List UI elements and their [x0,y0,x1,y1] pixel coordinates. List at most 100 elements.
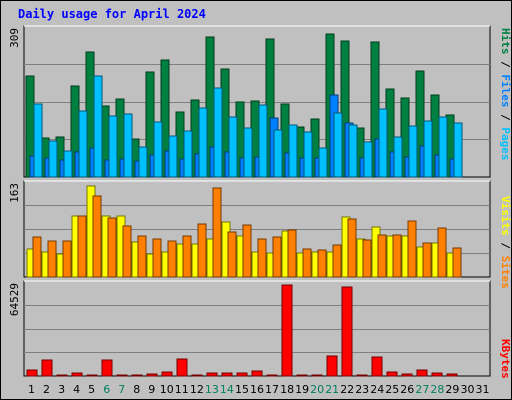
pages-bar: Pages 7: 132 [123,113,133,178]
sites-bar: Sites 8: 72 [137,235,147,278]
kbytes-bar: KBytes 7: 600 [116,374,128,377]
pages-bar: Pages 11: 96 [183,130,193,178]
sites-bar: Sites 10: 64 [167,240,177,278]
x-tick-label: 6 [103,383,110,396]
kbytes-bar: KBytes 1: 4200 [26,369,38,377]
legend-separator: / [499,55,512,75]
kbytes-bar: KBytes 13: 2200 [206,372,218,377]
kbytes-bar: KBytes 4: 2200 [71,372,83,377]
x-axis-labels: 1 2 3 4 5 6 7 8 9 10 11 12 13 14 15 16 17 18 19 20 21 22 23 24 2… [28,383,490,396]
pages-bar: Pages 12: 144 [198,107,208,178]
x-tick-label: 4 [73,383,80,396]
sites-bar: Sites 21: 56 [332,244,342,278]
kbytes-bar: KBytes 10: 3000 [161,371,173,377]
sites-bar: Sites 26: 100 [407,220,417,278]
pages-bar: Pages 13: 188 [213,87,223,178]
legend-item-kbytes: KBytes [499,339,512,379]
kbytes-bar: KBytes 6: 11000 [101,359,113,377]
sites-bar: Sites 14: 80 [227,231,237,278]
sites-bar: Sites 20: 48 [317,249,327,278]
kbytes-bar: KBytes 21: 14200 [326,355,338,377]
x-tick-label: 15 [235,383,249,396]
kbytes-bar: KBytes 12: 600 [191,374,203,377]
kbytes-bar: KBytes 17: 600 [266,374,278,377]
pages-bar: Pages 24: 142 [378,108,388,178]
x-tick-label: 24 [370,383,384,396]
kbytes-bar: KBytes 19: 600 [296,374,308,377]
x-tick-label: 30 [461,383,475,396]
kbytes-bar: KBytes 2: 11400 [41,359,53,377]
sites-bar: Sites 13: 158 [212,187,222,278]
sites-bar: Sites 27: 60 [422,242,432,278]
x-tick-label: 17 [265,383,279,396]
sites-bar: Sites 23: 66 [362,239,372,278]
sites-bar: Sites 22: 102 [347,218,357,278]
panel-background [23,280,491,377]
kbytes-bar: KBytes 29: 1200 [446,373,458,377]
legend-kbytes: KBytes [499,339,512,379]
pages-bar: Pages 28: 126 [438,116,448,178]
legend-item-pages: Pages [499,127,512,160]
kbytes-bar: KBytes 20: 600 [311,374,323,377]
y-max-label: 163 [8,183,21,203]
x-tick-label: 12 [190,383,204,396]
legend-item-files: Files [499,74,512,107]
pages-bar: Pages 20: 62 [318,147,328,178]
sites-bar: Sites 12: 94 [197,223,207,278]
legend-separator: / [499,236,512,256]
kbytes-bar: KBytes 27: 4000 [416,369,428,377]
sites-bar: Sites 19: 50 [302,248,312,278]
sites-bar: Sites 4: 108 [77,215,87,278]
kbytes-bar: KBytes 8: 600 [131,374,143,377]
x-tick-label: 26 [400,383,414,396]
pages-bar: Pages 29: 114 [453,122,463,178]
kbytes-bar: KBytes 14: 2200 [221,372,233,377]
x-tick-label: 3 [58,383,65,396]
kbytes-bar: KBytes 11: 12200 [176,358,188,377]
x-tick-label: 22 [340,383,354,396]
sites-bar: Sites 18: 84 [287,229,297,278]
sites-bar: Sites 29: 52 [452,247,462,278]
pages-bar: Pages 21: 134 [333,112,343,178]
kbytes-bar: KBytes 9: 1200 [146,373,158,377]
kbytes-bar: KBytes 16: 3200 [251,370,263,377]
x-tick-label: 2 [43,383,50,396]
legend-item-hits: Hits [499,28,512,55]
sites-bar: Sites 17: 70 [272,236,282,278]
pages-bar: Pages 22: 110 [348,124,358,178]
pages-bar: Pages 25: 84 [393,136,403,178]
pages-bar: Pages 1: 154 [33,103,43,178]
x-tick-label: 21 [325,383,339,396]
x-tick-label: 5 [88,383,95,396]
x-tick-label: 9 [148,383,155,396]
pages-bar: Pages 23: 74 [363,141,373,178]
kbytes-bar: KBytes 22: 63000 [341,286,353,377]
kbytes-bar: KBytes 24: 13600 [371,356,383,377]
x-tick-label: 1 [28,383,35,396]
x-tick-label: 27 [415,383,429,396]
kbytes-bar: KBytes 25: 2800 [386,371,398,377]
x-tick-label: 10 [160,383,174,396]
sites-bar: Sites 24: 74 [377,234,387,278]
pages-bar: Pages 4: 138 [78,110,88,178]
x-tick-label: 11 [175,383,189,396]
sites-bar: Sites 25: 74 [392,234,402,278]
pages-bar: Pages 26: 108 [408,125,418,178]
x-tick-label: 18 [280,383,294,396]
kbytes-bar: KBytes 23: 600 [356,374,368,377]
sites-bar: Sites 11: 72 [182,235,192,278]
legend-item-visits: Visits [499,196,512,236]
pages-bar: Pages 3: 54 [63,150,73,178]
legend-item-sites: Sites [499,256,512,289]
kbytes-bar: KBytes 28: 1800 [431,372,443,377]
kbytes-bar: KBytes 5: 1000 [86,374,98,377]
x-tick-label: 29 [445,383,459,396]
sites-bar: Sites 2: 64 [47,240,57,278]
pages-bar: Pages 10: 86 [168,135,178,178]
sites-bar: Sites 7: 90 [122,225,132,278]
legend-separator: / [499,108,512,128]
sites-bar: Sites 1: 70 [32,236,42,278]
sites-bar: Sites 28: 86 [437,227,447,278]
kbytes-bar: KBytes 18: 64529 [281,284,293,377]
